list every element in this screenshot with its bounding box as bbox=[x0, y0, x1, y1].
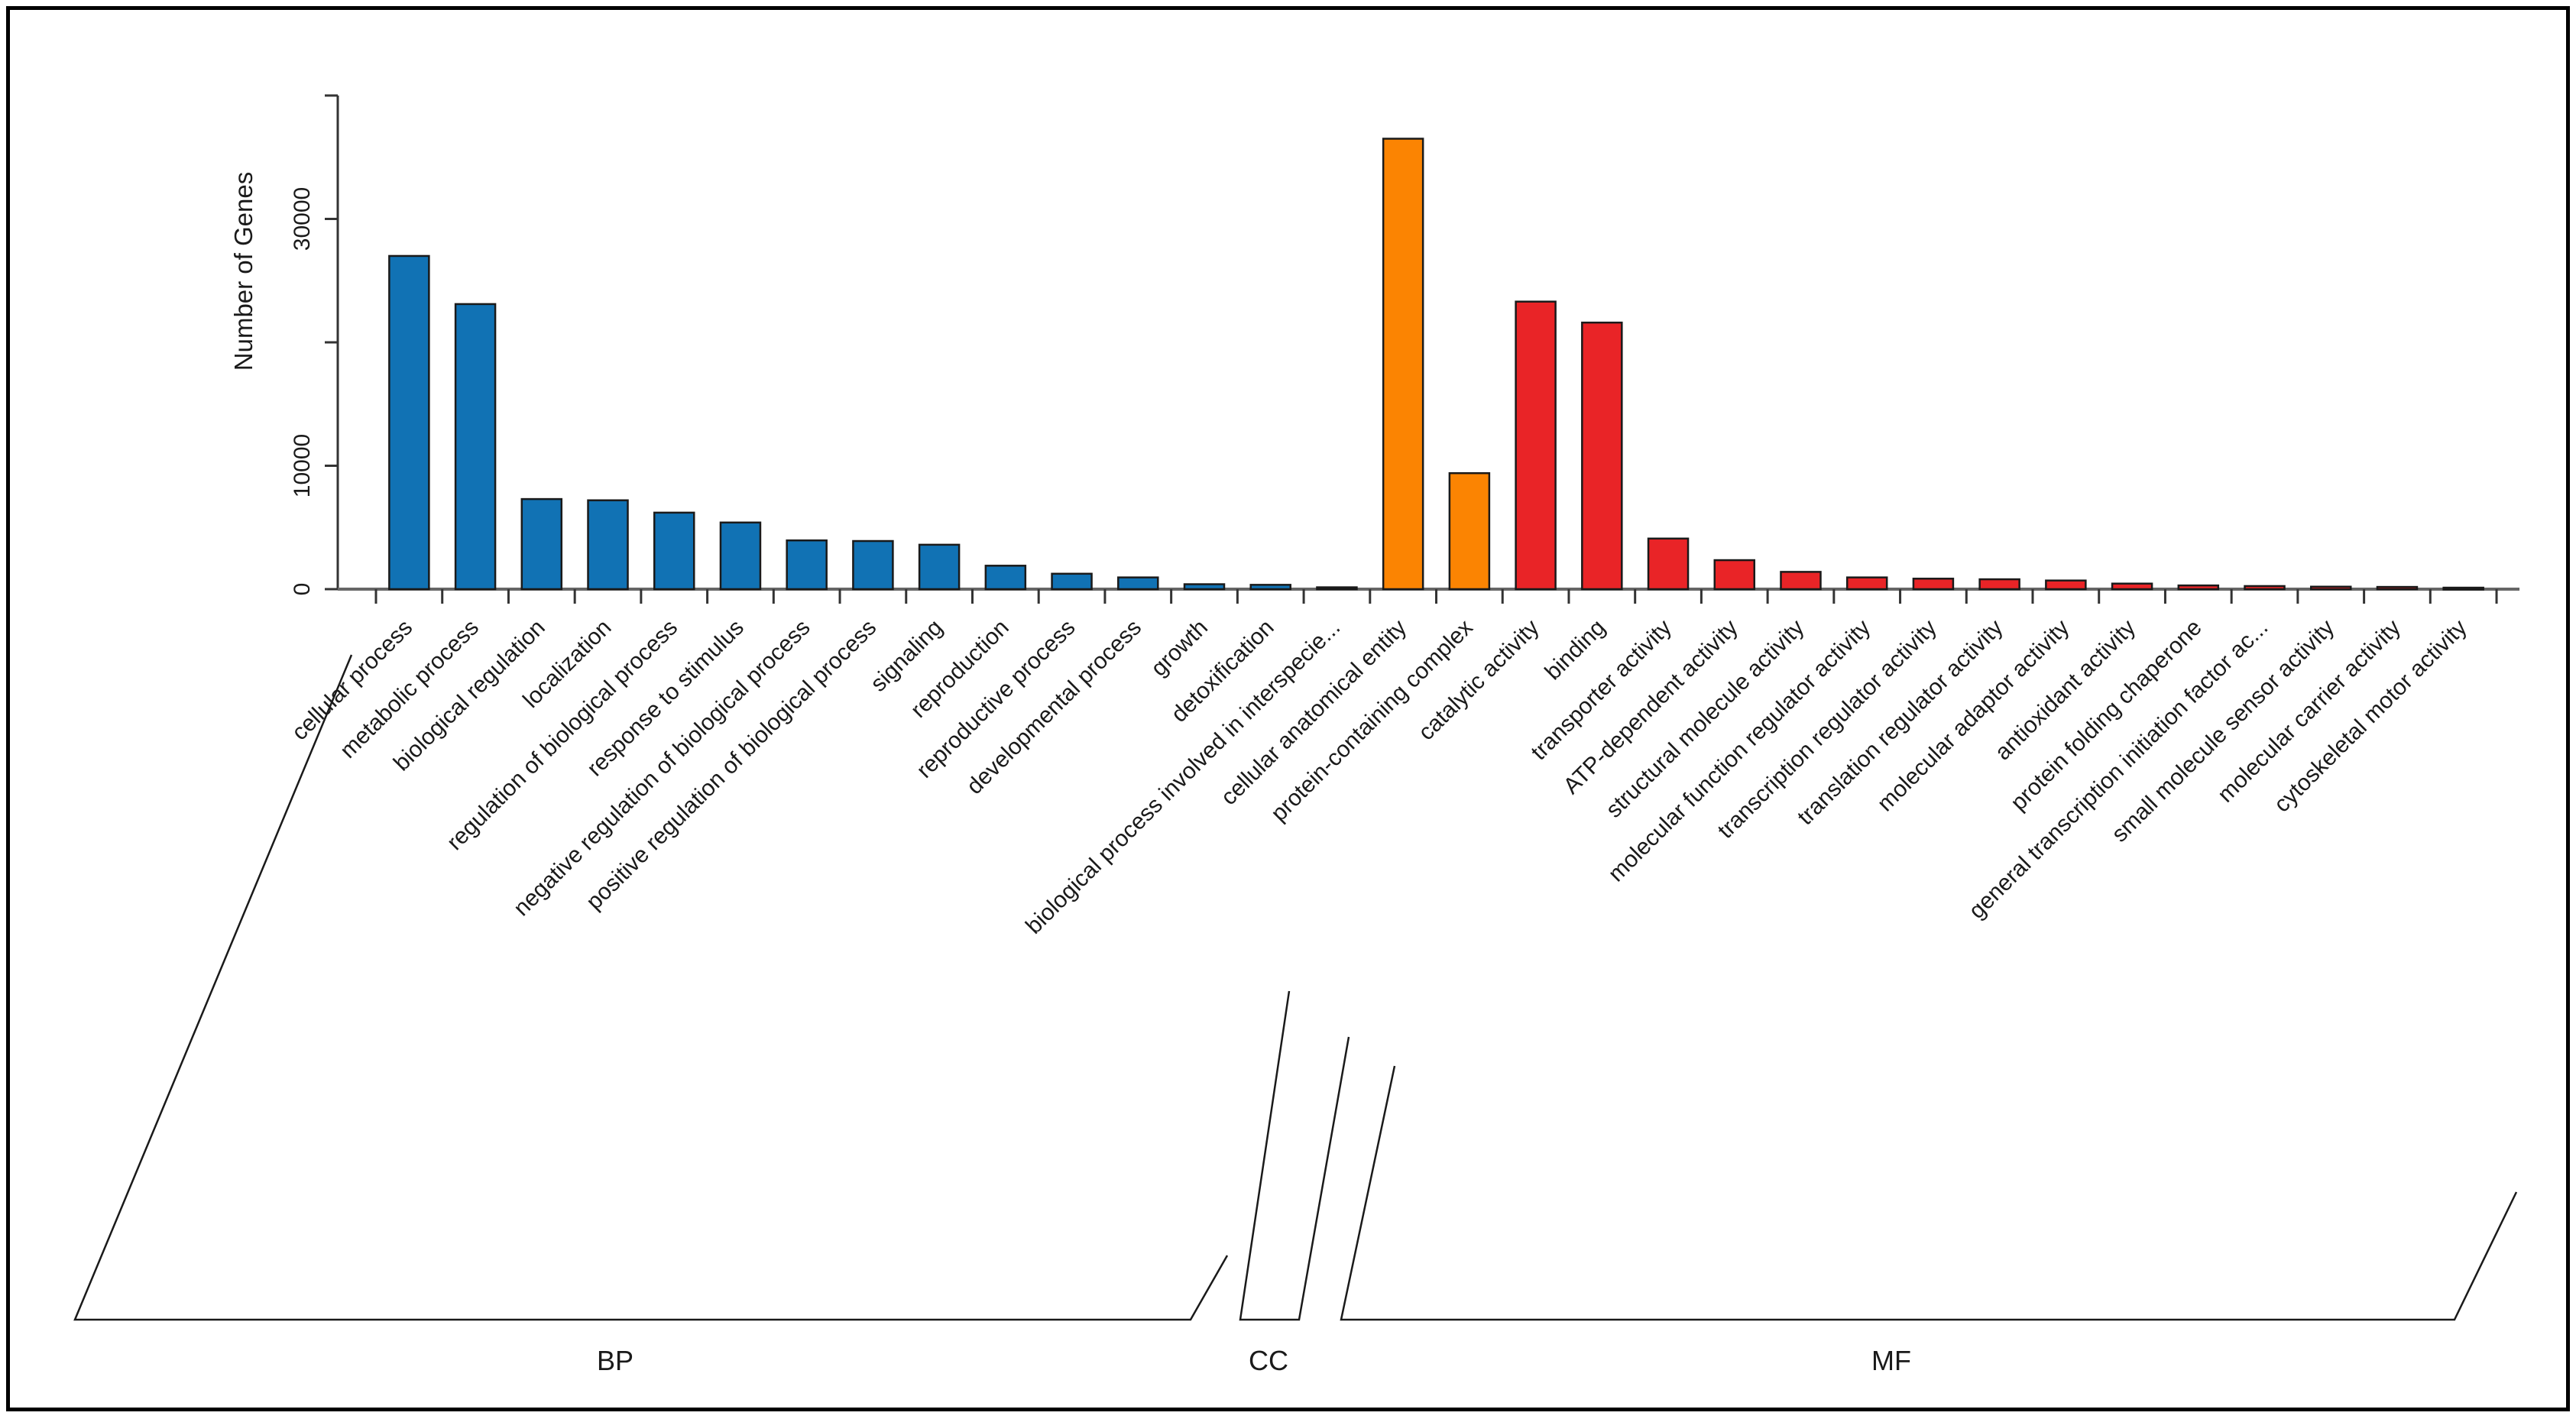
y-tick-label: 30000 bbox=[290, 187, 315, 251]
bar-transporter-activity bbox=[1647, 537, 1690, 591]
bar-cytoskeletal-motor-activity bbox=[2442, 586, 2484, 591]
bar-binding bbox=[1581, 321, 1623, 591]
bar-reproductive-process bbox=[1051, 572, 1093, 591]
y-axis-title: Number of Genes bbox=[229, 172, 258, 371]
group-label-cc: CC bbox=[1249, 1345, 1288, 1376]
figure-border: 0 10000 30000 cellular process metabolic pro… bbox=[6, 6, 2570, 1411]
bar-molecular-function-regulator-activity bbox=[1845, 576, 1888, 591]
group-label-mf: MF bbox=[1871, 1345, 1911, 1376]
x-category-label: cellular process bbox=[287, 615, 418, 746]
mf-group-bracket bbox=[1340, 1065, 2518, 1321]
y-tick-label: 0 bbox=[290, 583, 315, 596]
group-label-bp: BP bbox=[597, 1345, 633, 1376]
bar-reproduction bbox=[984, 565, 1027, 591]
bar-positive-regulation-of-biological-process bbox=[852, 539, 894, 591]
bar-molecular-adaptor-activity bbox=[2045, 579, 2087, 591]
bar-cellular-anatomical-entity bbox=[1382, 138, 1424, 591]
bar-atp-dependent-activity bbox=[1713, 559, 1756, 591]
x-category-label: catalytic activity bbox=[1414, 615, 1544, 746]
bar-small-molecule-sensor-activity bbox=[2309, 585, 2352, 591]
bar-response-to-stimulus bbox=[719, 521, 762, 591]
bar-antioxidant-activity bbox=[2111, 582, 2153, 591]
bar-biological-process-involved-in-interspecie bbox=[1316, 586, 1358, 591]
bar-cellular-process bbox=[388, 254, 430, 591]
bar-structural-molecule-activity bbox=[1780, 571, 1822, 591]
bar-negative-regulation-of-biological-process bbox=[786, 539, 828, 591]
bar-molecular-carrier-activity bbox=[2376, 585, 2419, 591]
bar-translation-regulator-activity bbox=[1978, 578, 2020, 591]
y-tick-label: 10000 bbox=[290, 434, 315, 497]
bar-developmental-process bbox=[1117, 576, 1159, 591]
bar-transcription-regulator-activity bbox=[1912, 578, 1955, 591]
bar-protein-folding-chaperone bbox=[2177, 584, 2220, 591]
bar-general-transcription-initiation-factor-ac bbox=[2244, 585, 2286, 591]
cc-group-bracket bbox=[1239, 990, 1350, 1321]
x-category-label: biological process involved in interspec… bbox=[1021, 615, 1345, 939]
bar-growth bbox=[1183, 583, 1226, 591]
bar-detoxification bbox=[1249, 584, 1291, 591]
bp-group-bracket bbox=[73, 654, 1229, 1321]
bar-localization bbox=[587, 499, 629, 591]
bar-catalytic-activity bbox=[1515, 300, 1557, 591]
bar-protein-containing-complex bbox=[1448, 471, 1491, 591]
x-category-label: growth bbox=[1146, 615, 1213, 682]
bar-biological-regulation bbox=[520, 497, 563, 591]
bar-signaling bbox=[918, 543, 961, 591]
bar-metabolic-process bbox=[454, 303, 497, 591]
bar-regulation-of-biological-process bbox=[653, 511, 695, 591]
